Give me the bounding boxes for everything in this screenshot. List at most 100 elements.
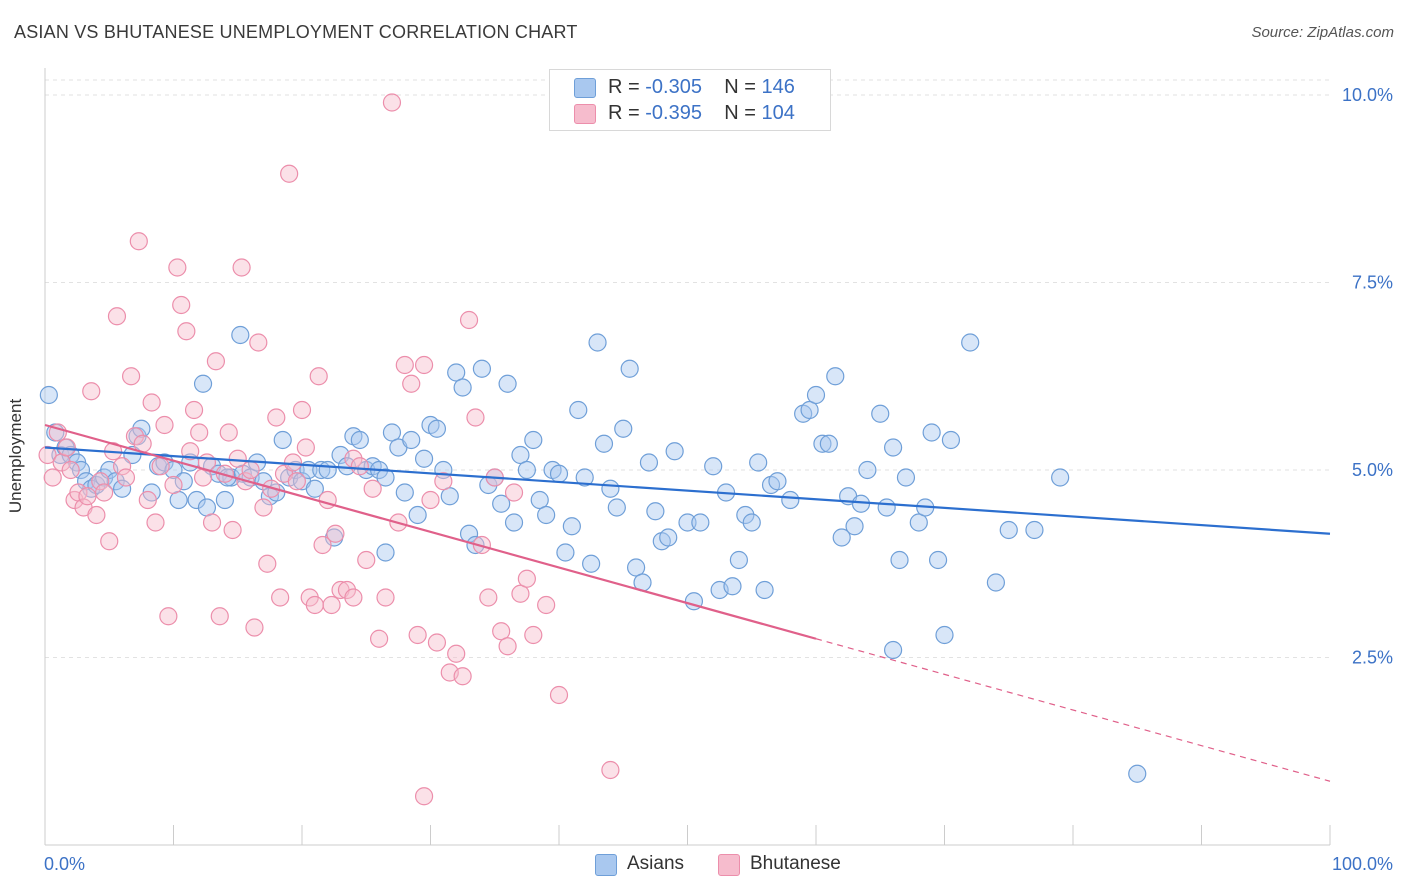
asians-point [614, 419, 633, 438]
y-tick-label: 2.5% [1352, 648, 1393, 668]
x-tick-label: 100.0% [1332, 854, 1393, 874]
bhutanese-point [91, 472, 110, 491]
asians-point [883, 438, 903, 457]
asians-point [813, 434, 832, 453]
bhutanese-point [172, 295, 191, 315]
bhutanese-point [517, 569, 536, 588]
bhutanese-point [414, 355, 434, 375]
bhutanese-point [43, 468, 62, 487]
asians-point [187, 490, 206, 510]
bhutanese-point [107, 307, 127, 326]
asians-point [935, 625, 954, 645]
asians-point [768, 472, 787, 491]
bhutanese-point [382, 93, 402, 112]
bhutanese-point [453, 667, 472, 686]
bhutanese-trend-line [44, 423, 817, 640]
y-tick-label: 10.0% [1342, 85, 1393, 105]
bhutanese-legend-label: Bhutanese [750, 853, 841, 874]
asians-point [492, 494, 511, 513]
asians-point [909, 513, 928, 532]
asians-point [39, 385, 58, 405]
bhutanese-point [61, 460, 80, 480]
bhutanese-point [370, 629, 389, 648]
asians-point [408, 505, 427, 525]
bhutanese-point [129, 232, 148, 251]
bhutanese-point [337, 580, 357, 600]
asians-point [106, 472, 125, 491]
asians-point [414, 449, 434, 468]
legend-n-label: N = [724, 102, 756, 124]
bhutanese-point [112, 457, 132, 476]
asians-point [562, 517, 581, 536]
asians-point [530, 490, 549, 510]
bhutanese-point [524, 625, 543, 645]
bhutanese-point [228, 449, 247, 468]
asians-point [819, 434, 838, 453]
bhutanese-point [232, 258, 251, 277]
legend-n-value: 146 [761, 76, 795, 98]
bhutanese-point [402, 374, 421, 393]
bhutanese-point [241, 460, 260, 480]
asians-point [620, 359, 639, 378]
asians-point [896, 468, 916, 487]
asians-point [890, 550, 909, 570]
bhutanese-point [305, 595, 324, 615]
bhutanese-point [95, 483, 114, 502]
bhutanese-point [313, 535, 332, 555]
asians-point [806, 385, 826, 405]
asians-point [883, 640, 903, 660]
asians-point [215, 490, 234, 510]
bhutanese-point [258, 554, 277, 573]
bhutanese-point [344, 588, 363, 607]
bhutanese-swatch [574, 104, 596, 124]
asians-point [871, 404, 890, 423]
asians-point [582, 554, 601, 573]
bhutanese-point [159, 607, 178, 626]
asians-point [723, 577, 742, 596]
bhutanese-point [414, 787, 434, 806]
asians-point [832, 528, 851, 547]
bhutanese-point [78, 487, 97, 506]
axis-layer [44, 68, 1331, 846]
asians-point [845, 517, 864, 536]
asians-point [594, 434, 614, 453]
bhutanese-point [138, 490, 157, 510]
bhutanese-point [82, 382, 101, 401]
asians-point [318, 460, 337, 480]
asians-point [941, 430, 961, 450]
legend-n-value: 104 [761, 102, 795, 124]
asians-point [71, 460, 91, 480]
asians-point [427, 419, 447, 438]
asians-point [986, 573, 1006, 592]
bhutanese-point [38, 445, 57, 465]
asians-point [665, 442, 684, 461]
bhutanese-point [434, 472, 453, 491]
bhutanese-point [395, 355, 414, 375]
asians-point [749, 453, 768, 472]
bhutanese-point [121, 367, 141, 386]
bhutanese-point [87, 505, 106, 525]
asians-point [736, 505, 755, 525]
bhutanese-point [181, 442, 200, 461]
asians-point [517, 460, 536, 480]
points-layer [38, 93, 1147, 806]
asians-point [999, 520, 1018, 540]
bhutanese-point [350, 457, 369, 476]
asians-point [273, 430, 292, 450]
asians-point [524, 430, 543, 450]
tick-label-layer: 2.5% 5.0% 7.5% 10.0% 0.0% 100.0% [44, 85, 1393, 874]
asians-point [877, 498, 896, 517]
legend-r-label: R = [608, 76, 640, 98]
bhutanese-point [184, 400, 204, 420]
asians-point [691, 513, 710, 532]
asians-point [382, 423, 402, 442]
asians-point [928, 550, 948, 570]
bhutanese-legend-swatch [718, 854, 740, 876]
asians-point [678, 513, 697, 532]
asians-point [537, 505, 556, 525]
bhutanese-point [100, 532, 119, 551]
asians-point [305, 479, 324, 498]
bhutanese-point [151, 457, 170, 476]
bhutanese-point [245, 618, 264, 637]
bhutanese-point [511, 584, 530, 603]
